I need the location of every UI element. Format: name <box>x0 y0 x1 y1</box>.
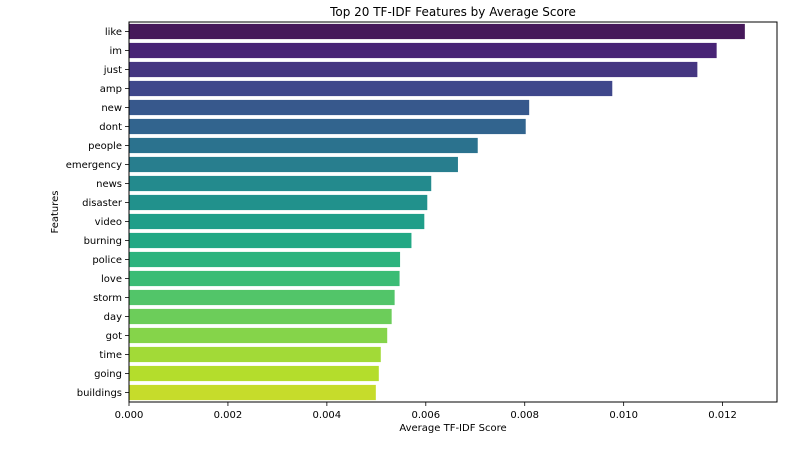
bar-love <box>129 270 400 287</box>
bar-buildings <box>129 384 376 401</box>
bar-people <box>129 137 478 154</box>
y-axis-label: Features <box>50 191 61 234</box>
y-tick-label: amp <box>100 84 122 95</box>
bar-amp <box>129 80 613 97</box>
y-tick-label: got <box>106 331 122 342</box>
bar-storm <box>129 289 395 306</box>
plot-frame <box>128 21 778 403</box>
y-tick-labels: like im just amp new dont people emergency news d… <box>66 27 129 399</box>
bar-got <box>129 327 388 344</box>
y-tick-label: people <box>88 141 122 152</box>
y-tick-label: video <box>95 217 122 228</box>
bar-emergency <box>129 156 458 173</box>
bar-disaster <box>129 194 428 211</box>
bar-burning <box>129 232 412 249</box>
x-tick-label: 0.010 <box>609 410 638 421</box>
bar-police <box>129 251 401 268</box>
y-tick-label: im <box>109 46 122 57</box>
y-tick-label: new <box>101 103 122 114</box>
y-tick-label: police <box>92 255 122 266</box>
y-tick-label: emergency <box>66 160 122 171</box>
x-axis-label: Average TF-IDF Score <box>399 423 506 434</box>
bar-like <box>129 23 745 40</box>
y-tick-label: going <box>94 369 122 380</box>
bar-news <box>129 175 432 192</box>
y-tick-label: just <box>103 65 122 76</box>
bar-going <box>129 365 379 382</box>
x-tick-label: 0.008 <box>510 410 539 421</box>
y-tick-label: like <box>105 27 122 38</box>
y-tick-label: buildings <box>77 388 122 399</box>
y-tick-label: burning <box>84 236 122 247</box>
y-tick-label: love <box>101 274 122 285</box>
bar-just <box>129 61 698 78</box>
y-tick-label: day <box>104 312 122 323</box>
bar-time <box>129 346 381 363</box>
bar-video <box>129 213 425 230</box>
y-tick-label: news <box>96 179 122 190</box>
x-tick-label: 0.004 <box>313 410 342 421</box>
y-tick-label: storm <box>93 293 122 304</box>
bar-im <box>129 42 717 59</box>
bar-new <box>129 99 530 116</box>
x-tick-label: 0.006 <box>411 410 440 421</box>
y-tick-label: disaster <box>82 198 123 209</box>
x-tick-label: 0.000 <box>115 410 144 421</box>
x-tick-label: 0.002 <box>214 410 243 421</box>
y-tick-label: dont <box>99 122 122 133</box>
chart-title: Top 20 TF-IDF Features by Average Score <box>329 5 576 19</box>
x-ticks: 0.000 0.002 0.004 0.006 0.008 0.010 0.012 <box>115 402 737 421</box>
x-tick-label: 0.012 <box>708 410 737 421</box>
y-tick-label: time <box>99 350 122 361</box>
bar-dont <box>129 118 526 135</box>
bar-day <box>129 308 392 325</box>
bars-group <box>129 23 745 401</box>
